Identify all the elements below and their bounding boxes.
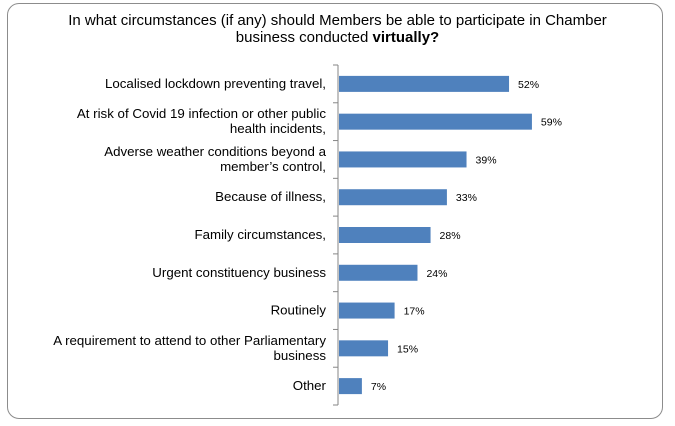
value-label-8: 15% (397, 343, 418, 355)
chart-title-text: In what circumstances (if any) should Me… (68, 12, 607, 46)
category-label-9: Other (293, 378, 327, 393)
category-label-6: Urgent constituency business (152, 265, 326, 280)
bar-7 (339, 302, 395, 319)
value-label-4: 33% (456, 192, 477, 204)
bar-2 (339, 113, 532, 130)
category-label-8: business (274, 348, 327, 363)
value-label-9: 7% (371, 381, 386, 393)
bar-5 (339, 227, 431, 243)
chart-title-emphasis: virtually? (372, 29, 440, 46)
category-label-2: health incidents, (230, 121, 326, 136)
category-label-8: A requirement to attend to other Parliam… (53, 333, 326, 348)
category-label-7: Routinely (271, 303, 327, 318)
bar-4 (339, 189, 447, 206)
value-label-3: 39% (476, 154, 497, 166)
value-label-1: 52% (518, 79, 539, 91)
value-label-2: 59% (541, 117, 562, 129)
bar-9 (339, 378, 362, 395)
value-label-6: 24% (426, 268, 447, 280)
value-label-7: 17% (404, 306, 425, 318)
category-label-3: Adverse weather conditions beyond a (104, 144, 326, 159)
bar-6 (339, 264, 418, 281)
category-label-3: member’s control, (220, 159, 326, 174)
bar-1 (339, 75, 510, 92)
chart-title: In what circumstances (if any) should Me… (40, 12, 635, 46)
value-label-5: 28% (440, 230, 461, 242)
category-label-2: At risk of Covid 19 infection or other p… (77, 106, 326, 121)
category-label-4: Because of illness, (215, 189, 326, 204)
chart-frame (7, 3, 663, 419)
category-label-5: Family circumstances, (194, 227, 326, 242)
category-label-1: Localised lockdown preventing travel, (105, 76, 326, 91)
bar-8 (339, 340, 389, 357)
bar-3 (339, 151, 467, 168)
